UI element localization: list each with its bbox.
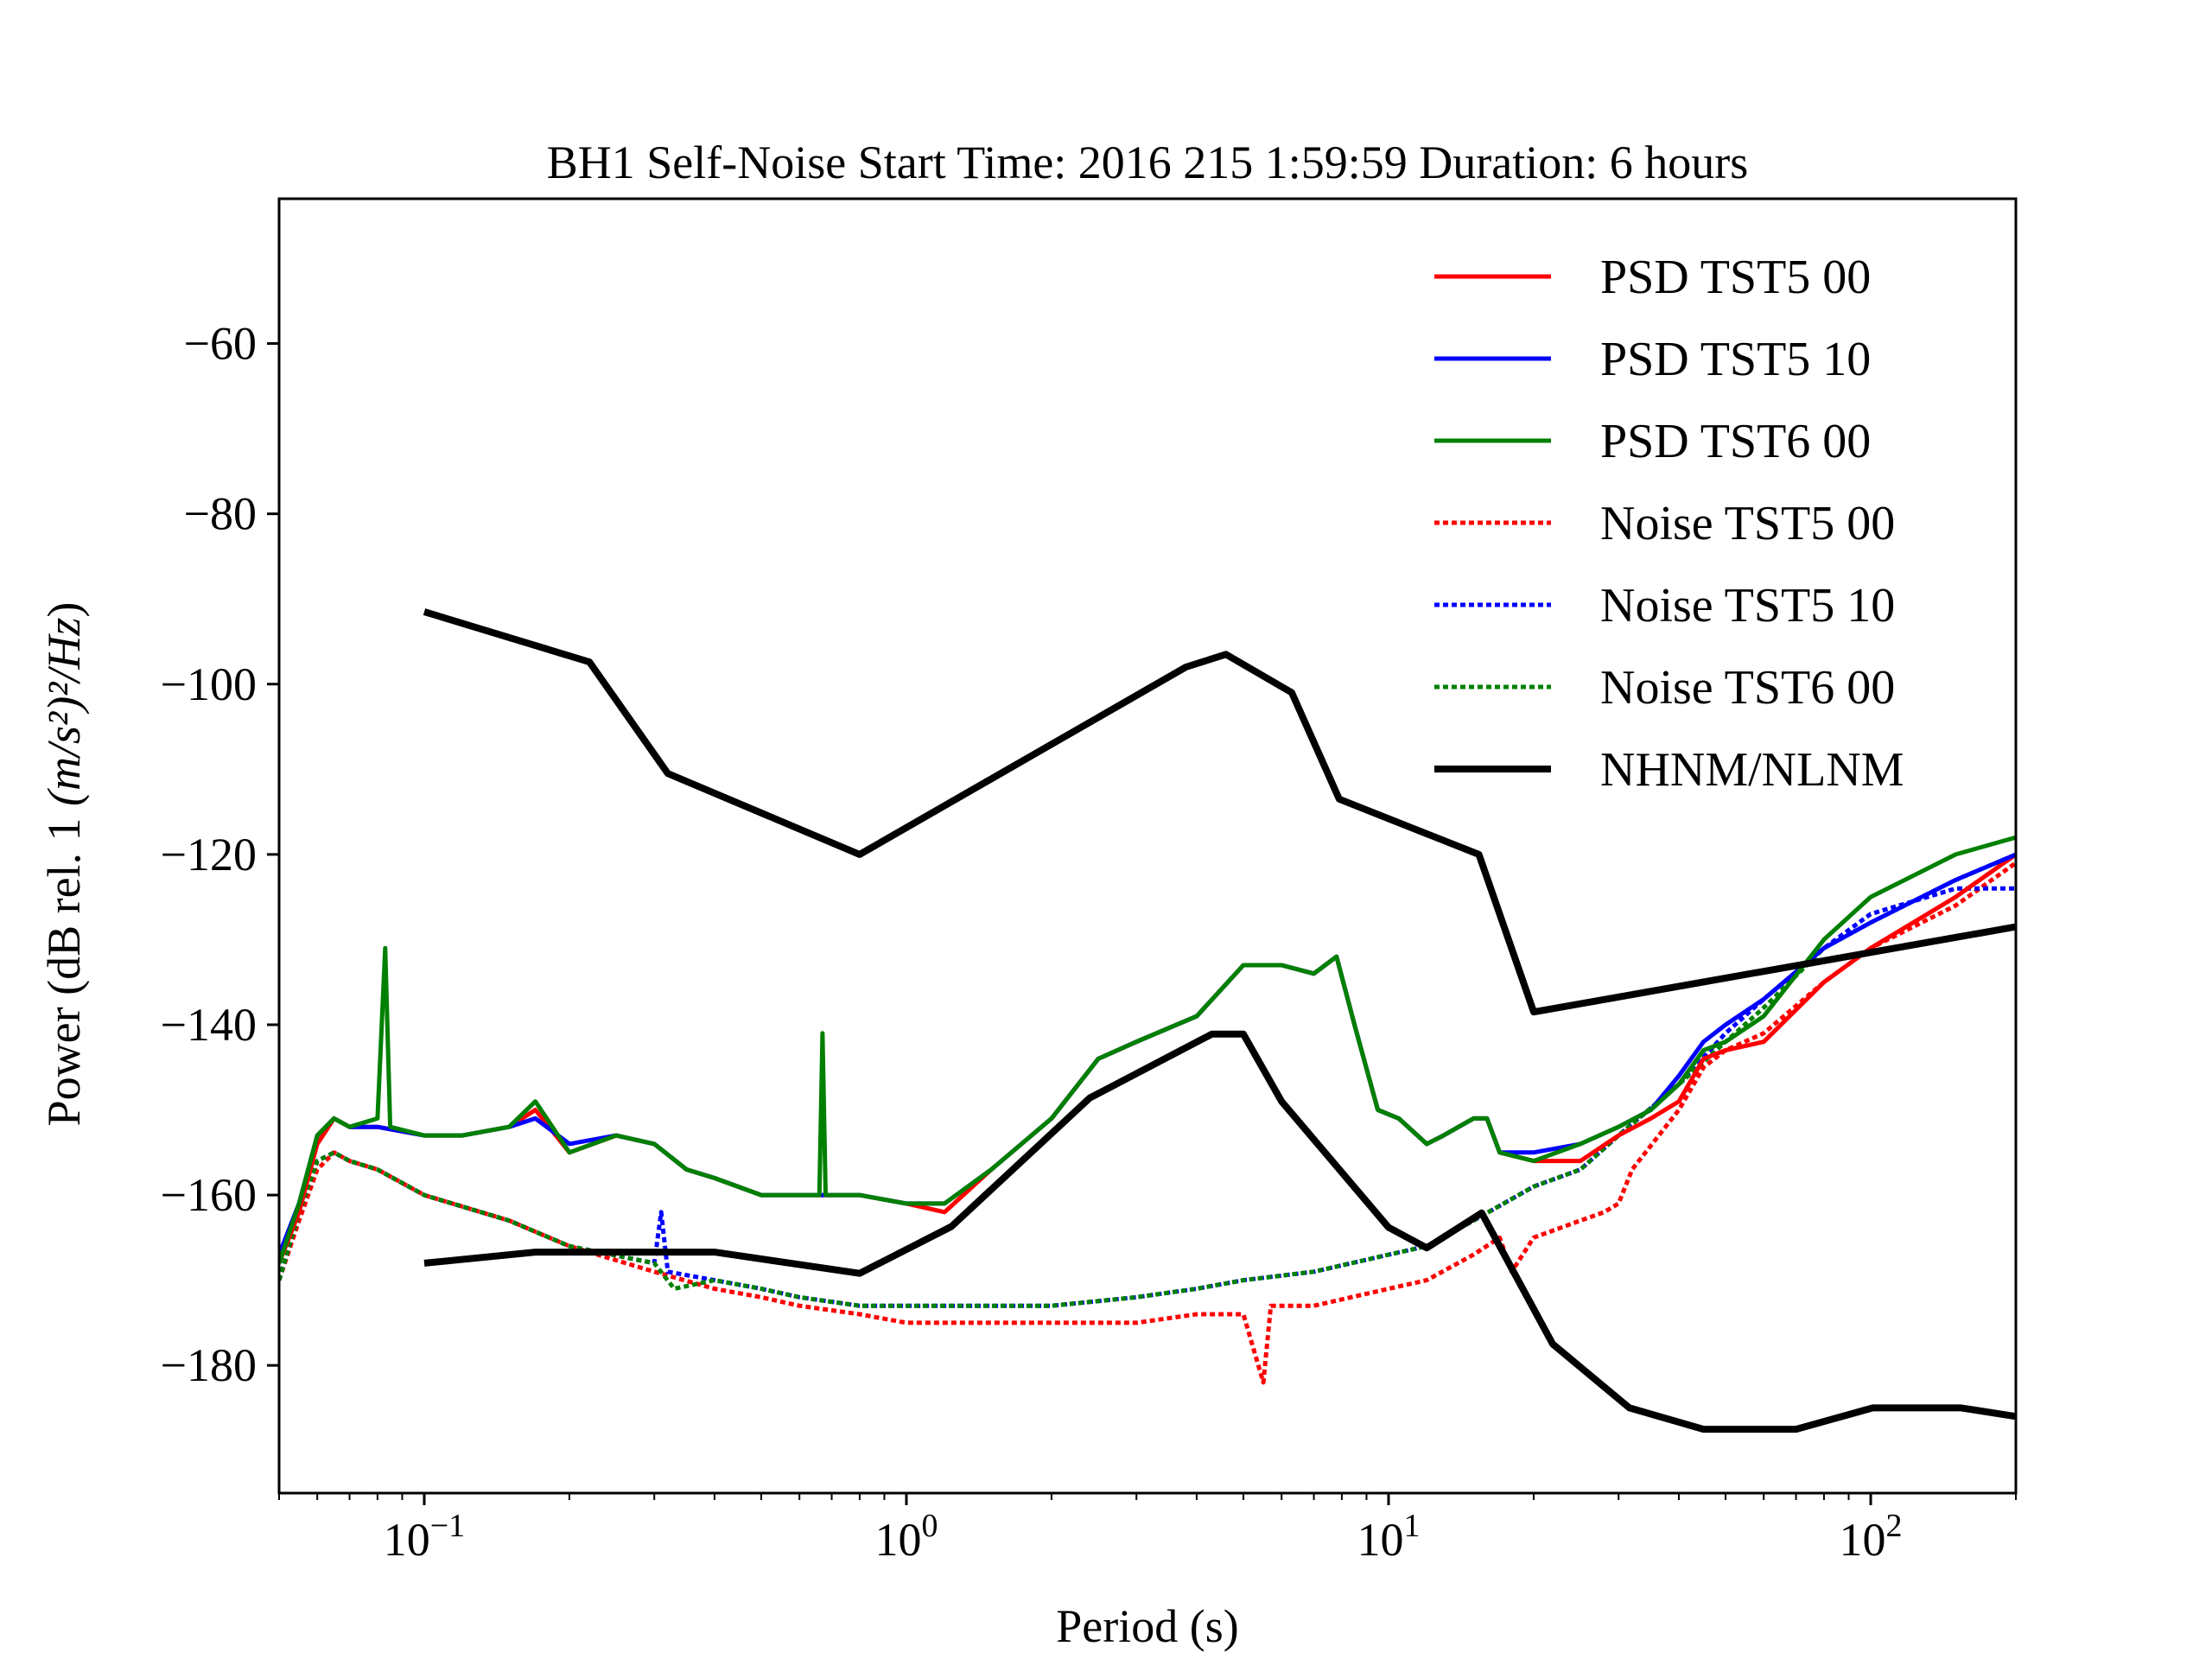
y-tick-label: −100 xyxy=(161,658,257,710)
series-line-nhnm-nlnm-1 xyxy=(423,608,2016,1016)
legend-label-psd-tst5-00: PSD TST5 00 xyxy=(1600,251,1871,304)
series-line-psd-tst5-00 xyxy=(279,852,2016,1264)
y-axis-label: Power (dB rel. 1 (m/s²)²/Hz) xyxy=(38,602,90,1127)
legend-label-psd-tst5-10: PSD TST5 10 xyxy=(1600,333,1871,386)
y-tick-label: −160 xyxy=(161,1169,257,1221)
plot-area xyxy=(277,197,2018,1495)
series-line-psd-tst5-10 xyxy=(279,852,2016,1256)
legend-label-psd-tst6-00: PSD TST6 00 xyxy=(1600,415,1871,468)
series-line-noise-tst6-00 xyxy=(279,852,2016,1308)
x-axis: 10−1 100 101 102 xyxy=(278,1493,2017,1566)
series-line-psd-tst6-00 xyxy=(279,835,2016,1264)
y-tick-label: −60 xyxy=(184,318,257,370)
chart-title: BH1 Self-Noise Start Time: 2016 215 1:59… xyxy=(547,137,1749,188)
y-tick-label: −120 xyxy=(161,829,257,880)
legend-label-noise-tst6-00: Noise TST6 00 xyxy=(1600,661,1895,715)
x-tick-label: 101 xyxy=(1357,1508,1421,1566)
x-tick-label: 10−1 xyxy=(384,1508,465,1566)
legend-label-nhnm-nlnm: NHNM/NLNM xyxy=(1600,743,1904,797)
y-tick-label: −180 xyxy=(161,1339,257,1391)
x-axis-label: Period (s) xyxy=(1056,1600,1238,1652)
legend: PSD TST5 00 PSD TST5 10 PSD TST6 00 Noise T… xyxy=(1434,251,1904,797)
legend-label-noise-tst5-00: Noise TST5 00 xyxy=(1600,497,1895,550)
x-tick-label: 100 xyxy=(874,1508,938,1566)
plot-frame xyxy=(277,197,2018,1495)
y-tick-label: −140 xyxy=(161,999,257,1051)
series-line-noise-tst5-00 xyxy=(279,861,2016,1385)
series-line-noise-tst5-10 xyxy=(279,886,2016,1308)
y-axis-label-prefix: Power (dB rel. 1 xyxy=(38,806,90,1126)
legend-label-noise-tst5-10: Noise TST5 10 xyxy=(1600,579,1895,632)
x-tick-label: 102 xyxy=(1840,1508,1903,1566)
y-axis-label-units: (m/s²)²/Hz xyxy=(38,618,90,806)
y-axis: −60 −80 −100 −120 −140 −160 −180 xyxy=(161,318,279,1391)
y-tick-label: −80 xyxy=(184,488,257,540)
y-axis-label-suffix: ) xyxy=(38,602,90,618)
series-line-nhnm-nlnm-2 xyxy=(423,1030,2016,1433)
